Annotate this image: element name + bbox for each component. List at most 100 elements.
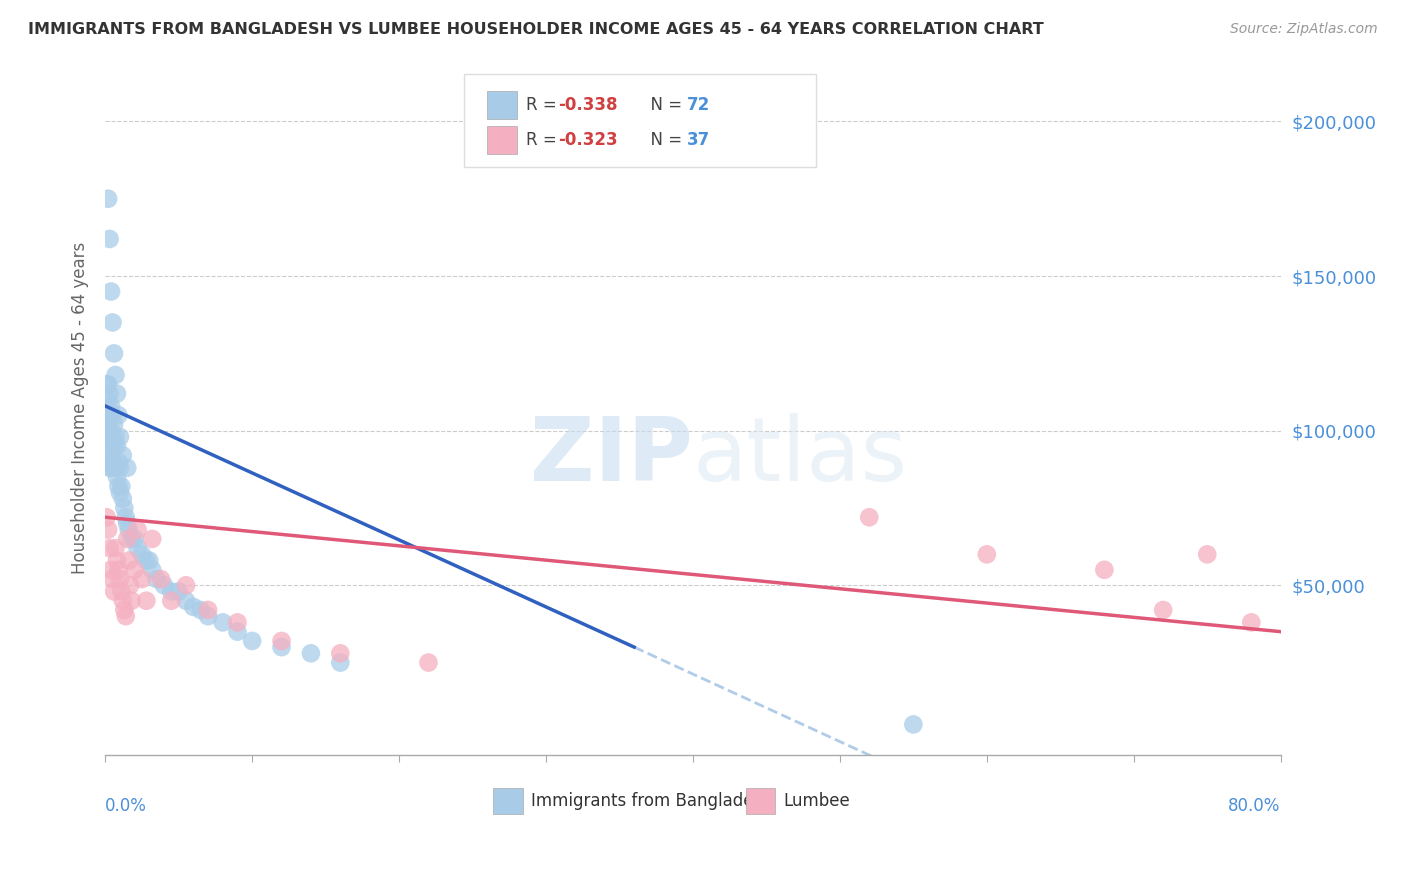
Point <box>100 285 122 299</box>
Point <box>167 584 190 599</box>
Point <box>160 584 183 599</box>
Point <box>121 593 143 607</box>
Point <box>127 523 149 537</box>
Point <box>108 460 131 475</box>
Point <box>105 553 128 567</box>
Point <box>127 541 149 556</box>
Point <box>124 563 146 577</box>
Point <box>100 439 122 453</box>
Point <box>135 553 157 567</box>
Point <box>131 572 153 586</box>
Text: N =: N = <box>640 95 688 114</box>
Point <box>108 485 131 500</box>
Text: 72: 72 <box>688 95 710 114</box>
Point <box>121 532 143 546</box>
Text: Immigrants from Bangladesh: Immigrants from Bangladesh <box>530 792 772 810</box>
Point <box>117 516 139 531</box>
Point <box>141 532 163 546</box>
Text: N =: N = <box>640 130 688 149</box>
Point <box>104 541 127 556</box>
Point <box>107 408 129 422</box>
Point <box>174 578 197 592</box>
Point <box>1197 547 1219 561</box>
Point <box>174 593 197 607</box>
Bar <box>488 126 516 153</box>
Point <box>107 479 129 493</box>
Point <box>97 417 120 432</box>
Point <box>97 430 120 444</box>
Point <box>135 593 157 607</box>
Point <box>112 500 135 515</box>
Point <box>190 603 212 617</box>
Point <box>101 315 124 329</box>
Bar <box>488 91 516 119</box>
Point <box>124 532 146 546</box>
Point <box>120 578 142 592</box>
Point <box>112 603 135 617</box>
FancyBboxPatch shape <box>464 73 817 168</box>
Point <box>98 449 121 463</box>
Point <box>976 547 998 561</box>
Point <box>270 634 292 648</box>
Point <box>103 417 125 432</box>
Text: R =: R = <box>526 130 562 149</box>
Point <box>98 386 121 401</box>
Point <box>118 523 141 537</box>
Point <box>903 717 925 731</box>
Text: 80.0%: 80.0% <box>1229 797 1281 815</box>
Text: atlas: atlas <box>693 413 908 500</box>
Point <box>329 646 352 660</box>
Point <box>98 408 121 422</box>
Point <box>105 386 128 401</box>
Point <box>211 615 233 630</box>
Point <box>104 430 127 444</box>
Point <box>1092 563 1115 577</box>
Point <box>226 624 249 639</box>
Point <box>97 377 120 392</box>
Text: 0.0%: 0.0% <box>105 797 148 815</box>
Point <box>101 572 124 586</box>
Point <box>100 563 122 577</box>
Point <box>110 584 132 599</box>
Text: ZIP: ZIP <box>530 413 693 500</box>
Point <box>240 634 263 648</box>
Point <box>117 460 139 475</box>
Point <box>108 430 131 444</box>
Point <box>418 656 440 670</box>
Point <box>101 433 124 447</box>
Point <box>183 599 205 614</box>
Point <box>1240 615 1263 630</box>
Point <box>97 439 120 453</box>
Point <box>96 510 118 524</box>
Point <box>97 399 120 413</box>
Point <box>270 640 292 654</box>
Point <box>299 646 322 660</box>
Point <box>97 192 120 206</box>
Text: Source: ZipAtlas.com: Source: ZipAtlas.com <box>1230 22 1378 37</box>
Point <box>98 460 121 475</box>
Point <box>97 523 120 537</box>
Point <box>117 532 139 546</box>
Point <box>111 593 134 607</box>
Point <box>131 547 153 561</box>
Point <box>98 232 121 246</box>
Point <box>108 572 131 586</box>
Point <box>100 424 122 438</box>
Bar <box>494 788 523 814</box>
Point <box>160 593 183 607</box>
Point <box>101 454 124 468</box>
Point <box>103 439 125 453</box>
Point <box>114 609 136 624</box>
Point <box>138 553 160 567</box>
Point <box>97 454 120 468</box>
Point <box>103 346 125 360</box>
Point <box>111 449 134 463</box>
Text: IMMIGRANTS FROM BANGLADESH VS LUMBEE HOUSEHOLDER INCOME AGES 45 - 64 YEARS CORRE: IMMIGRANTS FROM BANGLADESH VS LUMBEE HOU… <box>28 22 1043 37</box>
Point <box>107 563 129 577</box>
Bar <box>745 788 775 814</box>
Point <box>100 460 122 475</box>
Text: 37: 37 <box>688 130 710 149</box>
Point <box>100 399 122 413</box>
Point <box>110 479 132 493</box>
Point <box>96 424 118 438</box>
